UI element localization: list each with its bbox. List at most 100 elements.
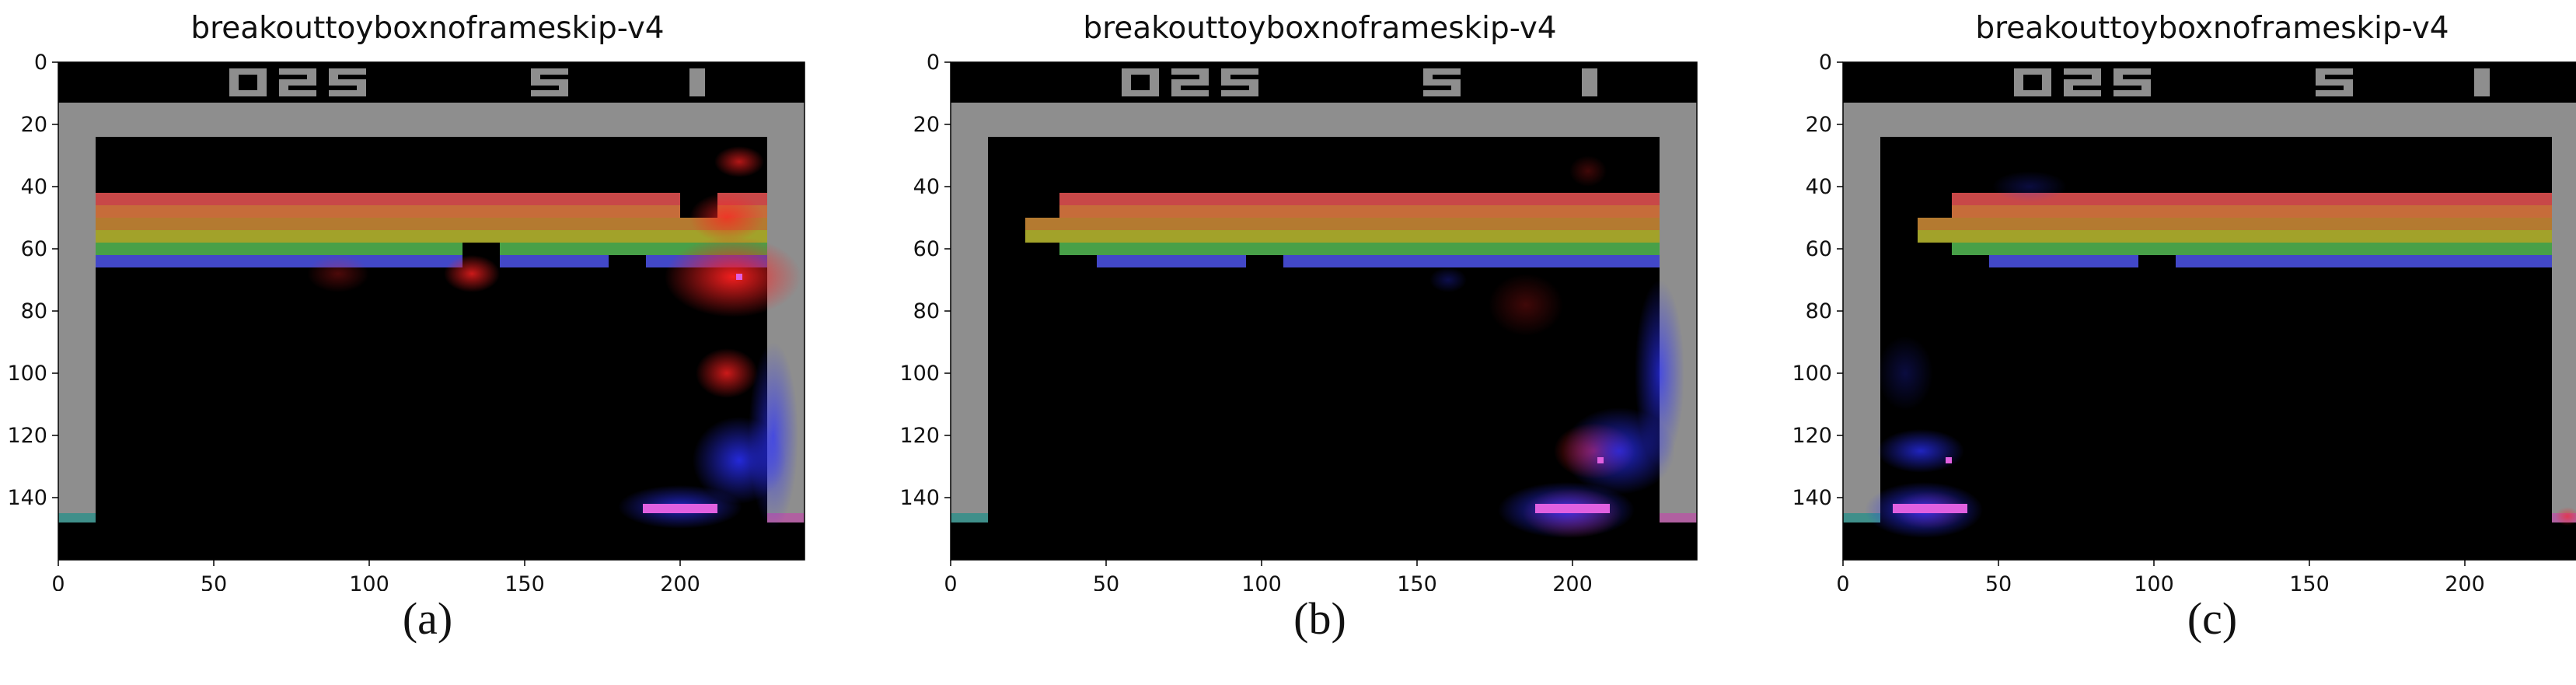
red-saliency-blob: [665, 236, 801, 317]
digit-segment: [1221, 90, 1258, 96]
digit-segment: [2014, 68, 2023, 96]
frame-background: [58, 62, 805, 560]
ball: [1946, 457, 1952, 463]
y-tick: 100: [899, 362, 951, 386]
blue-saliency-blob: [749, 342, 798, 529]
panel-a: breakouttoyboxnoframeskip-v4 0 50 100 150 20…: [0, 0, 855, 685]
score-display: [2014, 68, 2151, 96]
y-tick-label: 20: [913, 113, 940, 137]
panel-title: breakouttoyboxnoframeskip-v4: [1975, 11, 2449, 46]
digit-segment: [1249, 82, 1258, 96]
x-tick-label: 150: [504, 572, 545, 591]
y-tick: 120: [899, 424, 951, 448]
y-tick: 140: [899, 486, 951, 510]
x-tick: 200: [660, 560, 700, 591]
right-wall: [2552, 103, 2576, 513]
brick-row-5: [1059, 243, 1660, 255]
digit-segment: [2064, 79, 2101, 86]
digit-segment: [257, 68, 267, 96]
saliency-overlay: [307, 146, 801, 529]
x-tick: 200: [2445, 560, 2485, 591]
blue-saliency-blob: [1877, 429, 1964, 473]
y-tick: 40: [21, 175, 58, 199]
y-tick-label: 140: [1792, 486, 1832, 510]
y-tick: 140: [7, 486, 58, 510]
digit-segment: [531, 79, 568, 86]
y-tick: 80: [1806, 299, 1843, 323]
x-tick: 0: [944, 560, 958, 591]
digit-segment: [2141, 82, 2151, 96]
digit-segment: [1423, 68, 1433, 82]
y-tick-label: 80: [913, 299, 940, 323]
red-saliency-blob: [2555, 507, 2576, 526]
digit-segment: [1582, 68, 1597, 96]
paddle: [643, 504, 717, 513]
digit-segment: [531, 68, 540, 82]
brick-row-6: [1283, 255, 1660, 267]
red-saliency-blob: [307, 255, 369, 292]
x-tick: 100: [2134, 560, 2174, 591]
y-tick-label: 100: [7, 362, 47, 386]
x-tick: 100: [349, 560, 389, 591]
x-tick-label: 50: [201, 572, 227, 591]
digit-segment: [2474, 68, 2490, 96]
digit-segment: [559, 82, 568, 96]
x-tick-label: 50: [1985, 572, 2012, 591]
digit-segment: [2114, 68, 2123, 82]
saliency-frame-c: 0 50 100 150 200 0 20 40 60 80 100 120 140: [1792, 51, 2576, 591]
left-wall: [951, 103, 988, 513]
digit-segment: [279, 79, 316, 86]
x-tick: 50: [1093, 560, 1119, 591]
y-tick-label: 80: [1806, 299, 1832, 323]
y-tick: 20: [1806, 113, 1843, 137]
panel-title: breakouttoyboxnoframeskip-v4: [1083, 11, 1557, 46]
digit-segment: [1199, 68, 1209, 82]
digit-segment: [531, 90, 568, 96]
y-tick-label: 60: [21, 237, 47, 261]
lives-display: [2316, 68, 2353, 96]
x-tick-label: 50: [1093, 572, 1119, 591]
game-frame: [951, 62, 1697, 560]
y-tick-label: 100: [899, 362, 940, 386]
digit-segment: [329, 79, 366, 86]
y-tick-label: 20: [21, 113, 47, 137]
panel-title: breakouttoyboxnoframeskip-v4: [190, 11, 665, 46]
blue-saliency-blob: [1429, 267, 1467, 292]
game-frame: [58, 62, 805, 560]
y-tick-label: 120: [1792, 424, 1832, 448]
right-wall-base: [1660, 513, 1697, 522]
digit-segment: [1423, 90, 1461, 96]
x-tick-label: 0: [51, 572, 65, 591]
y-tick: 100: [1792, 362, 1843, 386]
x-tick-label: 0: [944, 572, 957, 591]
x-tick: 0: [1836, 560, 1850, 591]
digit-segment: [2316, 90, 2353, 96]
y-tick-label: 0: [34, 51, 47, 75]
digit-segment: [2114, 79, 2151, 86]
x-tick-label: 150: [2289, 572, 2330, 591]
x-tick-label: 150: [1397, 572, 1437, 591]
brick-row-6: [2176, 255, 2552, 267]
digit-segment: [689, 68, 705, 96]
digit-segment: [2064, 82, 2073, 96]
y-tick-label: 120: [899, 424, 940, 448]
digit-segment: [2014, 68, 2051, 75]
panel-caption: (a): [402, 593, 453, 644]
x-tick: 50: [1985, 560, 2012, 591]
x-tick: 150: [1397, 560, 1437, 591]
x-tick: 50: [201, 560, 227, 591]
digit-segment: [2316, 68, 2325, 82]
y-tick: 60: [21, 237, 58, 261]
saliency-overlay: [1865, 171, 2576, 538]
y-tick: 140: [1792, 486, 1843, 510]
x-tick-label: 200: [660, 572, 700, 591]
digit-segment: [531, 68, 568, 75]
y-tick-label: 0: [927, 51, 940, 75]
y-tick: 80: [21, 299, 58, 323]
brick-row-6: [1989, 255, 2138, 267]
digit-segment: [279, 90, 316, 96]
brick-row-2: [1952, 205, 2552, 218]
blue-saliency-blob: [1635, 280, 1684, 467]
x-tick: 150: [504, 560, 545, 591]
game-frame: [1843, 62, 2576, 560]
